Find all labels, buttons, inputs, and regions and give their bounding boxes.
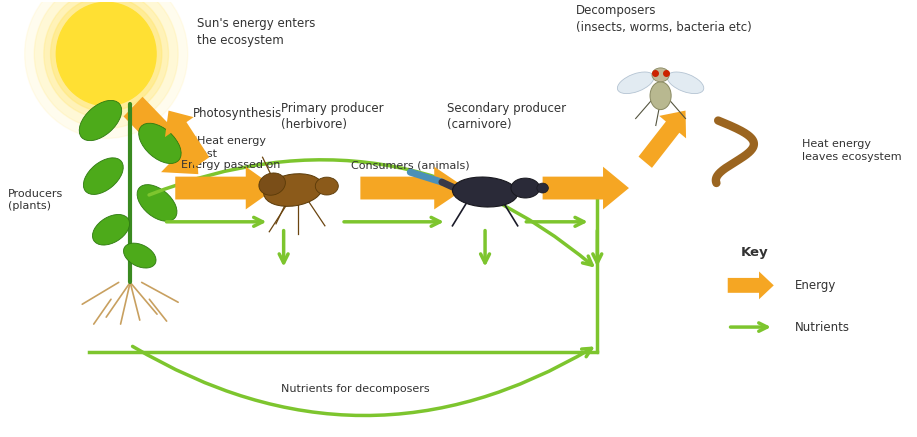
Ellipse shape <box>264 174 323 206</box>
Ellipse shape <box>617 72 654 94</box>
Ellipse shape <box>79 101 122 141</box>
Circle shape <box>34 0 178 128</box>
Circle shape <box>44 0 169 118</box>
Circle shape <box>56 2 156 106</box>
Text: Consumers (animals): Consumers (animals) <box>351 160 470 170</box>
Ellipse shape <box>138 185 177 221</box>
Text: Energy: Energy <box>795 279 836 292</box>
Polygon shape <box>165 111 209 167</box>
Ellipse shape <box>650 82 671 110</box>
Ellipse shape <box>138 123 182 163</box>
Polygon shape <box>638 111 686 168</box>
Polygon shape <box>543 166 629 209</box>
Text: Photosynthesis: Photosynthesis <box>193 107 282 120</box>
Ellipse shape <box>511 178 540 198</box>
Text: Producers
(plants): Producers (plants) <box>8 189 63 211</box>
Polygon shape <box>360 166 466 209</box>
Text: Heat energy
lost: Heat energy lost <box>197 136 266 159</box>
Polygon shape <box>124 97 198 174</box>
Text: Key: Key <box>741 246 768 259</box>
Ellipse shape <box>452 177 517 207</box>
Text: Primary producer
(herbivore): Primary producer (herbivore) <box>281 102 383 131</box>
Text: Heat energy
leaves ecosystem: Heat energy leaves ecosystem <box>801 139 901 162</box>
Polygon shape <box>175 166 276 209</box>
Circle shape <box>25 0 188 139</box>
Text: Nutrients for decomposers: Nutrients for decomposers <box>282 384 430 394</box>
Ellipse shape <box>668 72 703 94</box>
Text: Decomposers
(insects, worms, bacteria etc): Decomposers (insects, worms, bacteria et… <box>576 4 752 34</box>
Ellipse shape <box>259 173 285 195</box>
Ellipse shape <box>315 177 338 195</box>
Ellipse shape <box>652 68 669 82</box>
Text: Secondary producer
(carnivore): Secondary producer (carnivore) <box>447 102 566 131</box>
Ellipse shape <box>83 158 123 194</box>
Ellipse shape <box>536 183 548 193</box>
Polygon shape <box>728 271 774 299</box>
Text: Energy passed on: Energy passed on <box>181 160 281 170</box>
Text: Nutrients: Nutrients <box>795 321 850 333</box>
Text: Sun's energy enters
the ecosystem: Sun's energy enters the ecosystem <box>197 17 315 47</box>
Ellipse shape <box>124 243 156 268</box>
Ellipse shape <box>93 215 129 245</box>
Circle shape <box>50 0 161 111</box>
